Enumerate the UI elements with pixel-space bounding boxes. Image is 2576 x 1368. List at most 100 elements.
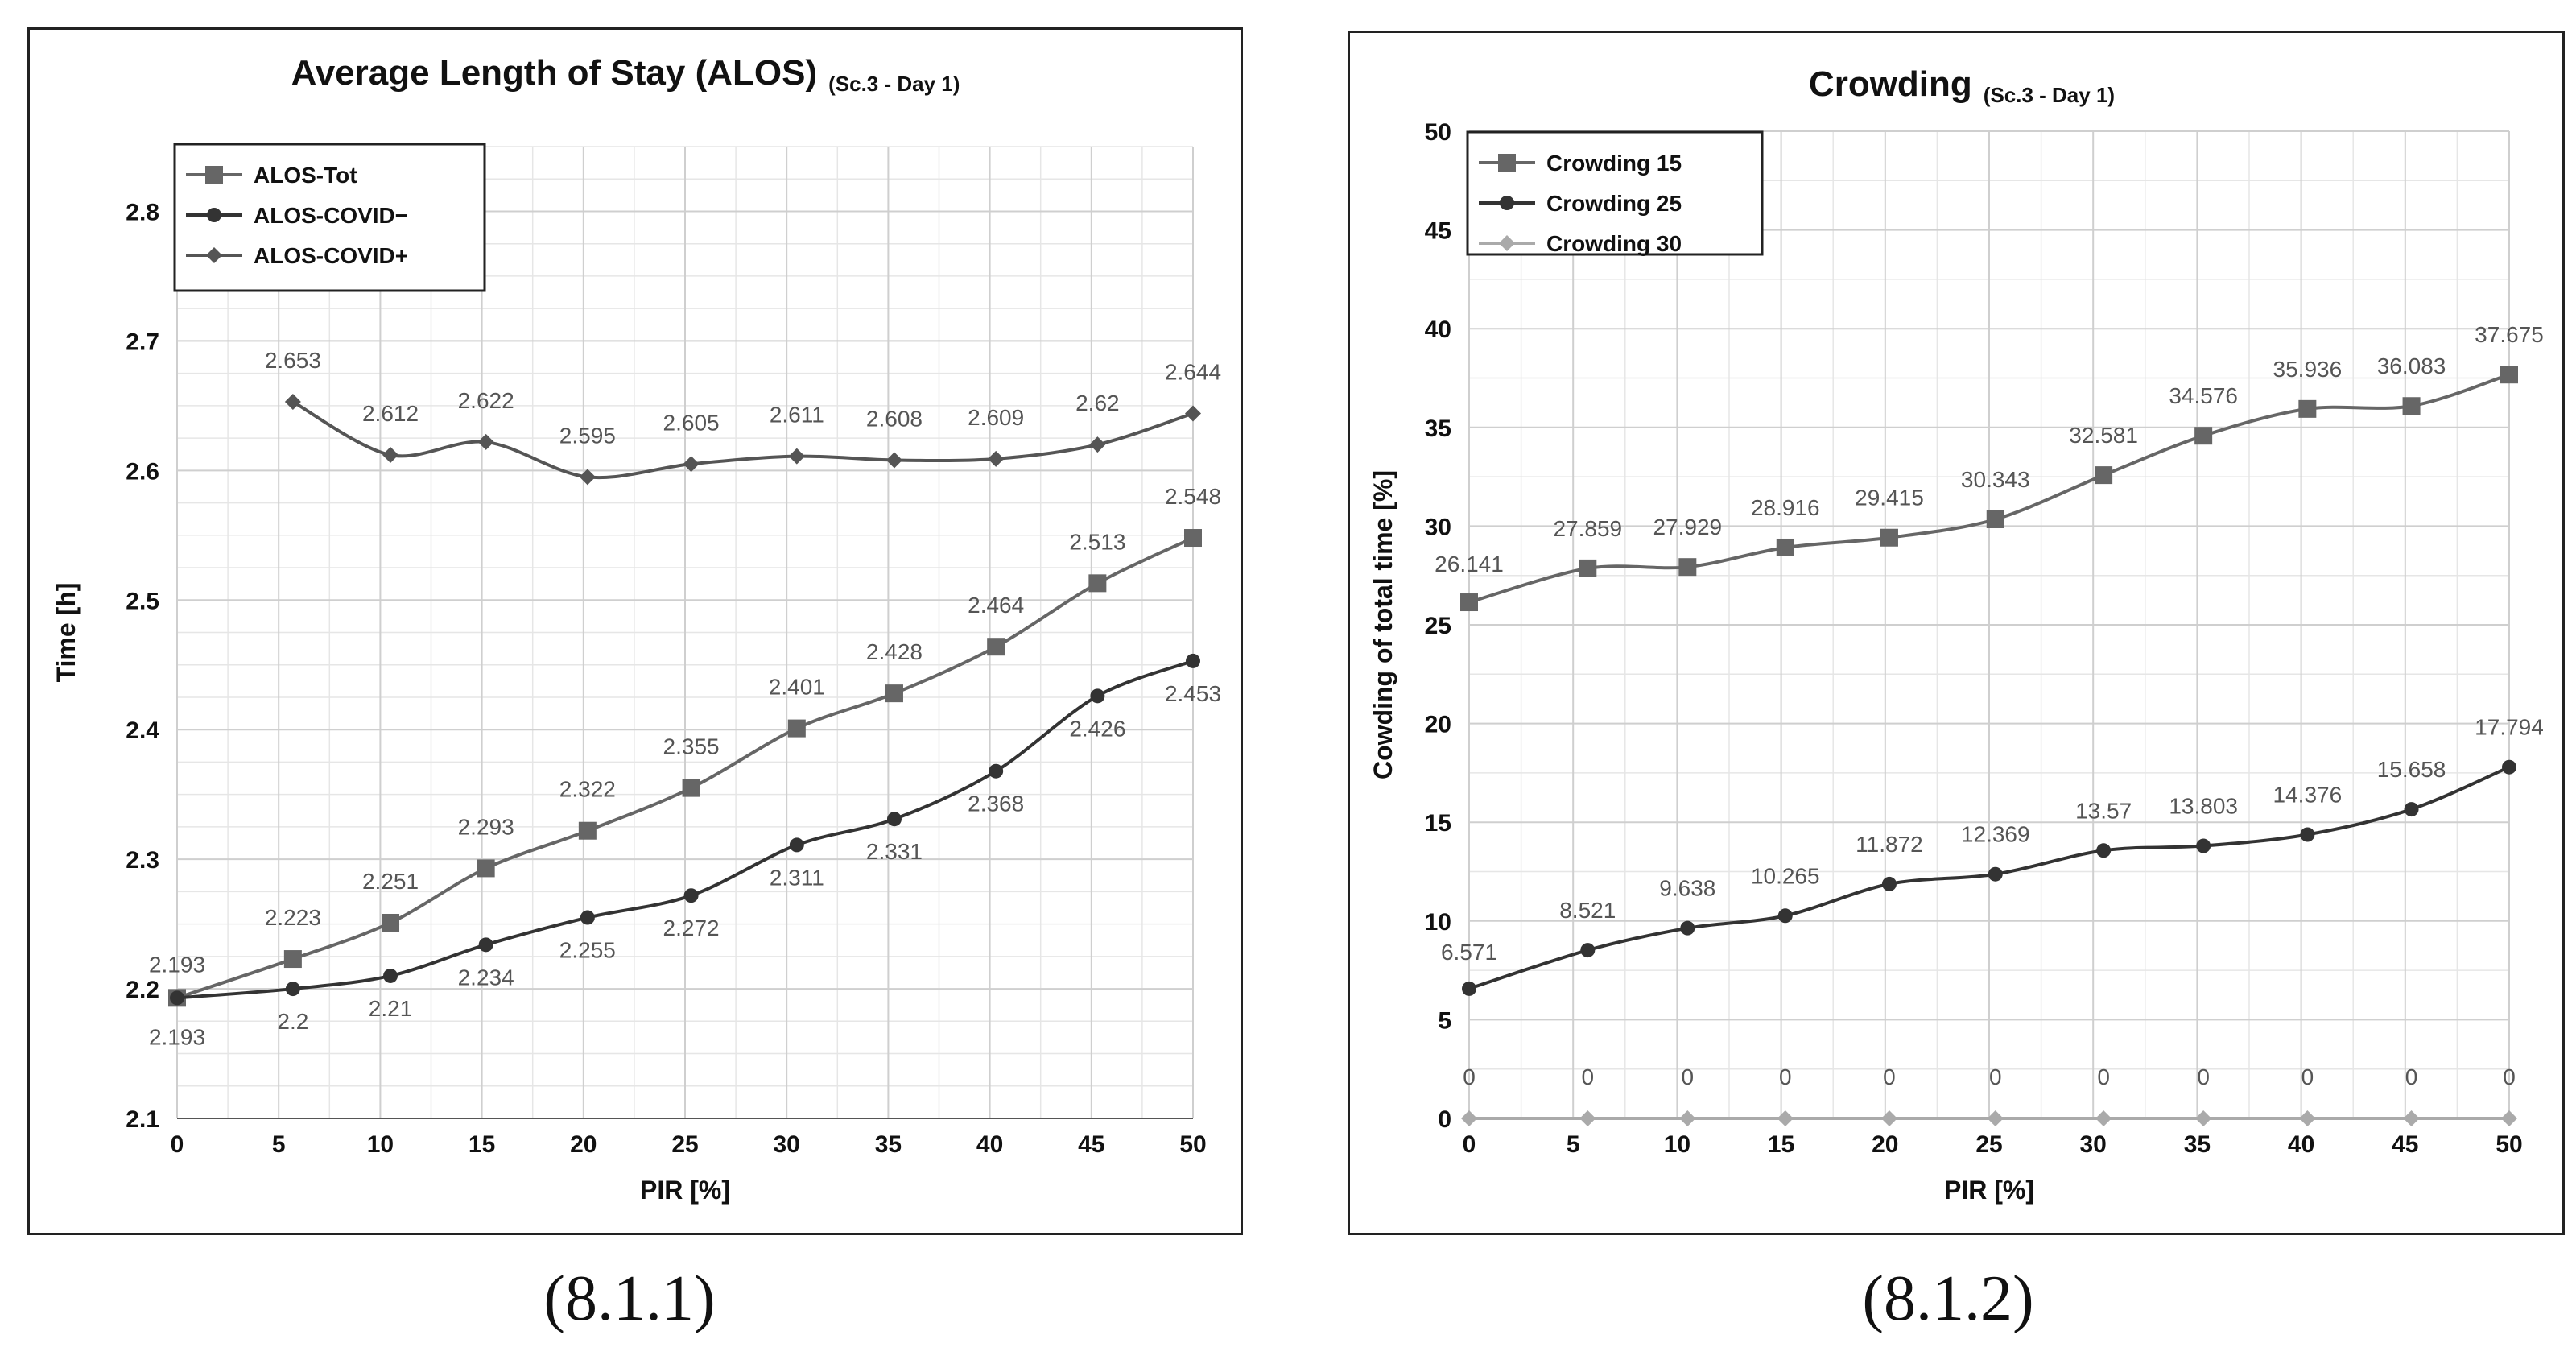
crowd-data-point xyxy=(1579,559,1597,577)
crowd-data-label: 17.794 xyxy=(2475,715,2544,740)
alos-x-tick-label: 40 xyxy=(976,1131,1003,1158)
crowd-data-point xyxy=(1777,908,1793,924)
crowd-data-point xyxy=(2501,1110,2517,1126)
alos-data-label: 2.62 xyxy=(1075,391,1120,415)
alos-x-tick-label: 25 xyxy=(671,1131,698,1158)
alos-data-label: 2.251 xyxy=(362,869,419,894)
crowd-series-2: 0 0 0 0 0 0 0 0 0 0 0 xyxy=(1461,1064,2517,1126)
crowd-data-point xyxy=(1777,1110,1794,1126)
crowd-x-tick-label: 10 xyxy=(1664,1131,1690,1158)
crowd-data-label: 8.521 xyxy=(1559,898,1616,923)
crowd-data-label: 9.638 xyxy=(1659,876,1715,901)
crowd-data-label: 26.141 xyxy=(1435,552,1504,577)
alos-data-label: 2.293 xyxy=(458,814,514,839)
alos-x-tick-label: 45 xyxy=(1078,1131,1104,1158)
alos-data-point xyxy=(1185,405,1201,422)
crowd-x-tick-label: 35 xyxy=(2184,1131,2211,1158)
alos-data-point xyxy=(578,821,597,840)
crowd-chart-title: Crowding (Sc.3 - Day 1) xyxy=(1809,64,2115,107)
caption-right: (8.1.2) xyxy=(1862,1263,2034,1334)
crowd-data-label: 34.576 xyxy=(2169,383,2238,408)
alos-data-point xyxy=(382,913,400,932)
crowd-data-point xyxy=(2300,827,2315,842)
crowd-series-1: 6.571 8.521 9.638 10.265 11.872 12.369 13.57 13… xyxy=(1441,715,2544,996)
crowd-data-label: 27.859 xyxy=(1553,516,1622,541)
alos-data-point xyxy=(1090,688,1105,704)
caption-left: (8.1.1) xyxy=(543,1263,716,1334)
alos-data-label: 2.428 xyxy=(866,639,923,664)
alos-data-point xyxy=(1088,574,1107,593)
alos-data-point xyxy=(787,719,806,738)
alos-chart-panel: 0 5 10 15 20 25 30 35 40 45 50 2.1 2.2 2.3 2.4 2.5 2.6 2.… xyxy=(27,27,1243,1235)
alos-x-tick-label: 15 xyxy=(469,1131,495,1158)
alos-data-label: 2.548 xyxy=(1165,484,1221,509)
crowd-y-tick-label: 5 xyxy=(1438,1007,1451,1034)
crowd-data-point xyxy=(1461,1110,1477,1126)
alos-data-point xyxy=(580,910,595,925)
alos-data-point xyxy=(284,394,301,411)
alos-data-label: 2.426 xyxy=(1069,716,1125,741)
crowd-data-label: 30.343 xyxy=(1961,467,2030,492)
alos-data-label: 2.311 xyxy=(770,865,824,890)
alos-data-point xyxy=(1186,653,1200,668)
crowd-title-main: Crowding xyxy=(1809,64,1972,104)
crowd-legend-marker xyxy=(1499,235,1515,251)
alos-data-label: 2.2 xyxy=(277,1009,308,1034)
alos-y-tick-label: 2.4 xyxy=(126,717,159,744)
alos-data-point xyxy=(886,812,902,827)
crowd-y-axis-label: Cowding of total time [%] xyxy=(1368,470,1397,779)
crowd-y-tick-label: 40 xyxy=(1425,316,1451,343)
alos-legend-label: ALOS-COVID− xyxy=(254,203,408,228)
crowd-data-label: 6.571 xyxy=(1441,940,1497,965)
alos-data-label: 2.622 xyxy=(458,388,514,413)
crowd-data-label: 27.929 xyxy=(1653,515,1722,539)
alos-data-point xyxy=(788,448,805,465)
crowd-data-label: 0 xyxy=(2503,1064,2516,1089)
alos-series-2: 2.653 2.612 2.622 2.595 2.605 2.611 2.608 2.609… xyxy=(265,348,1221,486)
alos-data-point xyxy=(1089,436,1106,453)
alos-data-label: 2.223 xyxy=(265,905,321,930)
alos-data-label: 2.272 xyxy=(663,915,720,940)
crowd-y-tick-label: 30 xyxy=(1425,514,1451,540)
alos-data-label: 2.653 xyxy=(265,348,321,373)
alos-data-point xyxy=(988,450,1005,467)
alos-data-label: 2.612 xyxy=(362,401,419,426)
alos-legend-marker xyxy=(207,208,221,222)
alos-legend: ALOS-Tot ALOS-COVID− ALOS-COVID+ xyxy=(173,143,486,292)
alos-data-point xyxy=(477,433,494,450)
crowding-chart-panel: 0 5 10 15 20 25 30 35 40 45 50 0 5 10 15 20 25 30 35 40 45 50… xyxy=(1348,31,2565,1235)
crowd-data-point xyxy=(2095,1110,2112,1126)
crowd-data-point xyxy=(2298,399,2317,418)
crowd-data-point xyxy=(1460,593,1478,612)
alos-data-label: 2.611 xyxy=(770,403,824,428)
alos-legend-box xyxy=(173,143,486,292)
crowd-data-label: 0 xyxy=(1581,1064,1594,1089)
crowd-data-point xyxy=(2095,466,2113,485)
crowd-x-tick-label: 15 xyxy=(1768,1131,1794,1158)
alos-x-tick-label: 10 xyxy=(367,1131,394,1158)
alos-legend-marker xyxy=(205,166,223,184)
crowd-data-point xyxy=(1680,920,1695,936)
crowd-grid xyxy=(1468,130,2510,1119)
crowd-data-label: 13.803 xyxy=(2169,794,2238,819)
alos-data-point xyxy=(283,950,302,969)
alos-data-label: 2.453 xyxy=(1165,681,1221,706)
alos-data-label: 2.401 xyxy=(769,675,825,700)
alos-data-point xyxy=(987,638,1005,656)
crowd-data-point xyxy=(2404,802,2419,817)
alos-data-point xyxy=(683,456,700,473)
alos-data-point xyxy=(886,452,902,469)
crowd-legend-label: Crowding 30 xyxy=(1546,231,1682,256)
alos-title-main: Average Length of Stay (ALOS) xyxy=(291,53,818,93)
crowd-data-label: 0 xyxy=(1779,1064,1792,1089)
alos-x-tick-label: 50 xyxy=(1179,1131,1206,1158)
crowd-data-point xyxy=(1988,866,2003,882)
alos-chart: 0 5 10 15 20 25 30 35 40 45 50 2.1 2.2 2.3 2.4 2.5 2.6 2.… xyxy=(52,53,1221,1205)
alos-data-label: 2.193 xyxy=(149,1024,205,1049)
alos-data-label: 2.609 xyxy=(968,405,1024,430)
alos-legend-label: ALOS-Tot xyxy=(254,163,357,188)
alos-data-label: 2.322 xyxy=(559,777,616,802)
crowd-x-tick-label: 25 xyxy=(1975,1131,2002,1158)
alos-data-label: 2.234 xyxy=(458,965,514,990)
crowd-legend-label: Crowding 25 xyxy=(1546,191,1682,216)
